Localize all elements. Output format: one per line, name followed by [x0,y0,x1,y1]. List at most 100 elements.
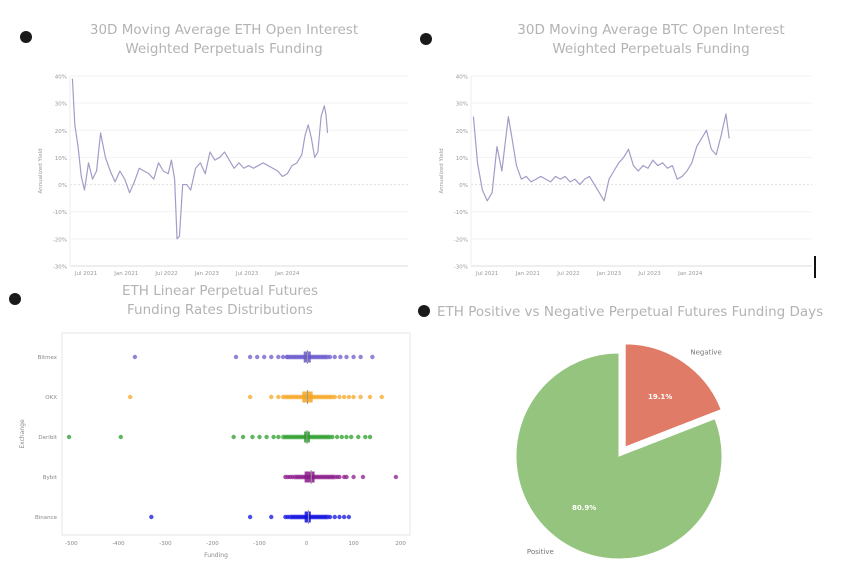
box-outlier-point [344,474,349,480]
box-outlier-point [327,354,333,360]
eth-funding-title-line2: Weighted Perpetuals Funding [125,41,323,57]
eth-ylabel: Annualized Yield [38,148,44,193]
btc-funding-line-chart: 40% 30% 20% 10% 0% -10% -20% -30% Jul 2021 Jan 20… [439,75,812,277]
box-outlier-point [257,434,262,440]
share-icon[interactable] [418,305,430,317]
eth-xtick-label: Jan 2021 [113,271,138,277]
box-outlier-point [149,514,154,520]
pie-slice-label: Positive [527,548,554,556]
box-outlier-point [118,434,123,440]
btc-ytick-label: 30% [456,102,468,108]
box-outlier-point [344,434,349,440]
box-outlier-point [276,434,281,440]
btc-xtick-label: Jul 2022 [556,271,579,277]
exchange-label: Bybit [43,475,58,481]
box-xtick-label: -100 [253,541,266,547]
box-iqr [304,471,315,483]
eth-ytick-label: -20% [53,237,67,243]
exchange-label: Deribit [38,435,57,441]
box-outlier-point [254,354,260,360]
pie-pct-label: 80.9% [572,504,596,512]
box-outlier-point [280,354,286,360]
eth-funding-title-line1: 30D Moving Average ETH Open Interest [89,22,359,38]
exchange-label: OKX [45,395,57,401]
box-outlier-point [284,354,289,360]
pie-slice-positive [515,352,723,560]
box-ylabel: Exchange [19,419,26,449]
btc-ytick-label: 10% [456,156,468,162]
box-outlier-point [337,394,342,400]
eth-funding-line-chart: 40% 30% 20% 10% 0% -10% -20% -30% Jul 2021 Jan 20… [38,75,408,277]
eth-distribution-title: ETH Linear Perpetual Futures Funding Rat… [100,282,340,320]
box-outlier-point [271,434,276,440]
box-outlier-point [338,354,343,360]
box-outlier-point [344,354,349,360]
box-outlier-point [339,434,345,440]
box-outlier-point [264,434,269,440]
pie-chart: 19.1% Negative 80.9% Positive [515,343,723,560]
btc-funding-panel: 30D Moving Average BTC Open Interest Wei… [420,0,853,285]
box-outlier-point [334,434,340,440]
box-outlier-point [367,434,373,440]
eth-ytick-label: 20% [55,129,67,135]
box-outlier-point [341,394,347,400]
eth-ytick-label: 40% [55,75,67,81]
box-outlier-point [250,434,255,440]
btc-ytick-label: 20% [456,129,468,135]
box-outlier-point [367,394,373,400]
text-cursor [814,256,816,278]
box-outlier-point [233,354,239,360]
box-outlier-point [330,434,335,440]
share-icon[interactable] [420,33,432,45]
box-outlier-point [127,394,133,400]
eth-ytick-label: 10% [55,156,67,162]
btc-ylabel: Annualized Yield [439,148,445,193]
box-outlier-point [393,474,399,480]
box-outlier-point [327,514,333,520]
box-outlier-point [379,394,384,400]
box-outlier-point [231,434,236,440]
box-outlier-point [351,354,356,360]
btc-xtick-label: Jan 2021 [515,271,540,277]
share-icon[interactable] [20,31,32,43]
box-outlier-point [269,514,274,520]
box-outlier-point [337,514,342,520]
btc-xtick-label: Jul 2023 [637,271,661,277]
box-outlier-point [351,394,356,400]
box-outlier-point [332,514,337,520]
btc-funding-title: 30D Moving Average BTC Open Interest Wei… [486,21,816,59]
box-outlier-point [346,394,352,400]
eth-funding-panel: 30D Moving Average ETH Open Interest Wei… [0,0,426,285]
box-outlier-point [332,394,337,400]
eth-series-line [71,78,329,240]
box-outlier-point [276,394,281,400]
eth-ytick-label: 30% [55,102,67,108]
box-plot-frame [61,332,411,536]
share-icon[interactable] [9,293,21,305]
btc-ytick-label: -20% [454,237,468,243]
eth-xtick-label: Jul 2023 [235,271,259,277]
box-outlier-point [337,474,342,480]
box-outlier-point [280,394,286,400]
eth-distribution-title-line1: ETH Linear Perpetual Futures [121,283,319,299]
box-outlier-point [247,394,253,400]
btc-funding-title-line1: 30D Moving Average BTC Open Interest [517,22,785,38]
btc-xtick-label: Jan 2024 [677,271,703,277]
eth-distribution-panel: ETH Linear Perpetual Futures Funding Rat… [0,282,426,580]
box-outlier-point [360,474,366,480]
box-xtick-label: -500 [65,541,78,547]
box-xtick-label: 0 [305,541,309,547]
pie-slice-negative [624,343,722,448]
eth-ytick-label: 0% [58,183,67,189]
btc-ytick-label: 0% [459,183,468,189]
box-outlier-point [363,434,368,440]
box-outlier-point [269,354,274,360]
btc-series-line [472,113,730,202]
btc-xtick-label: Jul 2021 [475,271,498,277]
box-outlier-point [332,354,337,360]
box-outlier-point [240,434,246,440]
eth-funding-title: 30D Moving Average ETH Open Interest Wei… [40,21,408,59]
box-outlier-point [351,474,356,480]
eth-distribution-box-chart: -500 -400 -300 -200 -100 0 100 200 Funding Exchan… [19,332,411,559]
box-outlier-point [341,514,347,520]
